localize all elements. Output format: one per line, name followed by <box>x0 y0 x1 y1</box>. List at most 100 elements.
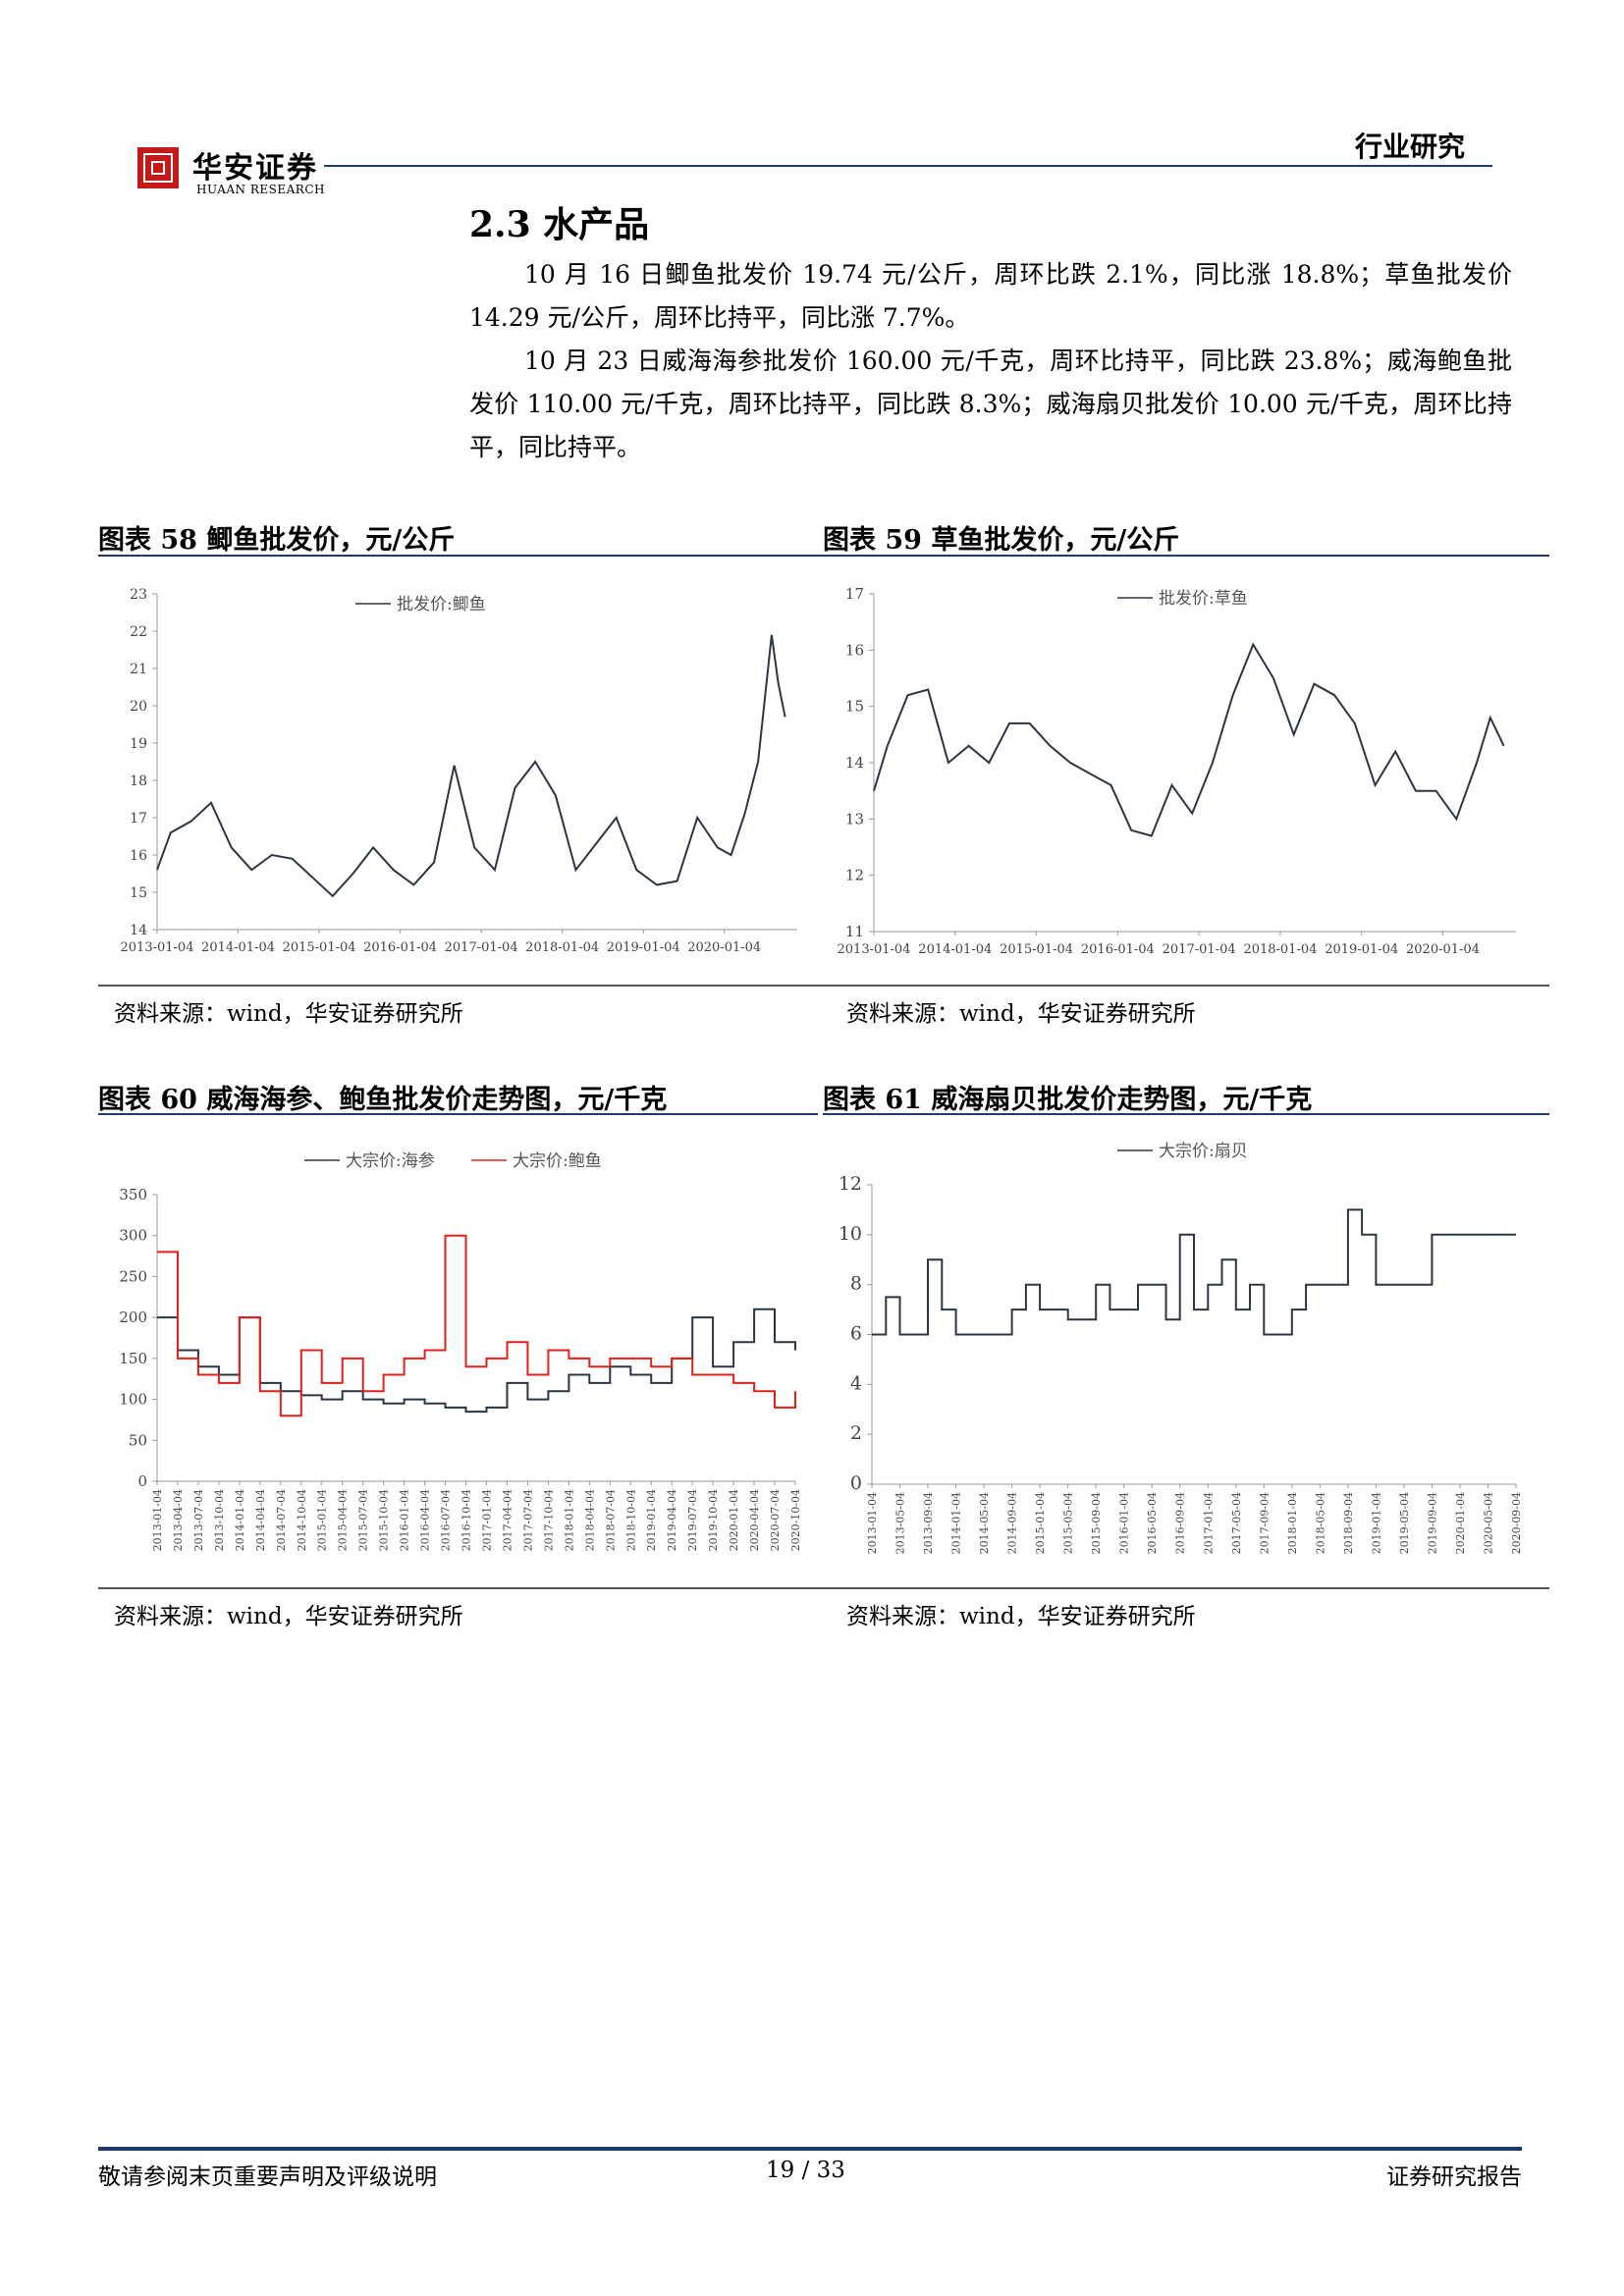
x-tick-label: 2017-04-04 <box>501 1489 514 1551</box>
y-tick-label: 13 <box>845 810 864 828</box>
x-tick-label: 2018-09-04 <box>1342 1492 1355 1554</box>
y-tick-label: 21 <box>130 662 147 677</box>
x-tick-label: 2019-01-04 <box>645 1489 658 1551</box>
x-tick-label: 2018-10-04 <box>624 1489 637 1551</box>
y-tick-label: 20 <box>130 699 147 715</box>
y-tick-label: 100 <box>119 1391 147 1409</box>
x-tick-label: 2014-04-04 <box>254 1489 267 1551</box>
y-tick-label: 350 <box>119 1186 147 1203</box>
figure-bottom-rule <box>98 985 1549 987</box>
figure-58-source: 资料来源：wind，华安证券研究所 <box>114 1001 463 1027</box>
figure-60-title: 图表 60 威海海参、鲍鱼批发价走势图，元/千克 <box>98 1085 668 1115</box>
legend-label: 大宗价:海参 <box>346 1151 435 1171</box>
x-tick-label: 2017-05-04 <box>1230 1492 1243 1554</box>
x-tick-label: 2016-05-04 <box>1146 1492 1159 1554</box>
series-line-0 <box>157 1308 796 1414</box>
y-tick-label: 17 <box>130 811 147 827</box>
x-tick-label: 2019-10-04 <box>707 1489 720 1551</box>
x-tick-label: 2016-01-04 <box>399 1489 411 1551</box>
header-section-label: 行业研究 <box>1355 131 1466 163</box>
x-tick-label: 2019-01-04 <box>1370 1492 1382 1554</box>
logo-chinese-name: 华安证券 <box>192 151 318 186</box>
x-tick-label: 2018-04-04 <box>583 1489 596 1551</box>
y-tick-label: 14 <box>845 754 864 772</box>
y-tick-label: 18 <box>130 774 147 789</box>
x-tick-label: 2020-01-04 <box>1454 1492 1467 1554</box>
x-tick-label: 2018-01-04 <box>525 940 599 955</box>
series-line-1 <box>157 1234 796 1417</box>
x-tick-label: 2016-09-04 <box>1174 1492 1187 1554</box>
x-tick-label: 2020-01-04 <box>728 1489 740 1551</box>
y-tick-label: 12 <box>845 867 864 884</box>
x-tick-label: 2013-01-04 <box>121 940 194 955</box>
y-tick-label: 11 <box>845 923 864 940</box>
y-tick-label: 2 <box>850 1422 862 1444</box>
y-tick-label: 0 <box>137 1472 147 1490</box>
y-tick-label: 10 <box>839 1223 862 1245</box>
figure-59-source: 资料来源：wind，华安证券研究所 <box>846 1001 1196 1027</box>
figure-61-source: 资料来源：wind，华安证券研究所 <box>846 1604 1196 1629</box>
x-tick-label: 2020-01-04 <box>1406 942 1480 957</box>
x-tick-label: 2017-01-04 <box>445 940 518 955</box>
x-tick-label: 2014-10-04 <box>296 1489 308 1551</box>
x-tick-label: 2015-01-04 <box>283 940 356 955</box>
x-tick-label: 2015-01-04 <box>1034 1492 1047 1554</box>
x-tick-label: 2014-01-04 <box>950 1492 963 1554</box>
footer-rule <box>98 2147 1522 2151</box>
x-tick-label: 2015-01-04 <box>316 1489 329 1551</box>
x-tick-label: 2014-01-04 <box>201 940 275 955</box>
x-tick-label: 2020-01-04 <box>687 940 761 955</box>
x-tick-label: 2015-01-04 <box>1000 942 1073 957</box>
series-line-0 <box>872 1208 1516 1336</box>
x-tick-label: 2019-09-04 <box>1426 1492 1438 1554</box>
x-tick-label: 2016-01-04 <box>363 940 437 955</box>
y-tick-label: 23 <box>130 587 147 603</box>
x-tick-label: 2017-01-04 <box>480 1489 493 1551</box>
y-tick-label: 8 <box>850 1273 862 1295</box>
x-tick-label: 2016-01-04 <box>1081 942 1155 957</box>
series-line-0 <box>873 642 1505 837</box>
paragraph-seafood-prices: 10 月 23 日威海海参批发价 160.00 元/千克，周环比持平，同比跌 2… <box>469 347 1512 461</box>
y-tick-label: 19 <box>130 736 147 752</box>
y-tick-label: 4 <box>850 1372 862 1394</box>
x-tick-label: 2013-01-04 <box>838 942 911 957</box>
y-tick-label: 300 <box>119 1227 147 1245</box>
y-tick-label: 200 <box>119 1308 147 1326</box>
y-tick-label: 15 <box>130 885 147 901</box>
x-tick-label: 2018-05-04 <box>1314 1492 1326 1554</box>
legend-label: 批发价:鲫鱼 <box>397 595 486 614</box>
x-tick-label: 2015-09-04 <box>1090 1492 1103 1554</box>
footer-report-type: 证券研究报告 <box>1386 2164 1522 2190</box>
figure-60-top-rule <box>98 1113 818 1115</box>
x-tick-label: 2013-09-04 <box>922 1492 935 1554</box>
x-tick-label: 2013-05-04 <box>894 1492 907 1554</box>
y-tick-label: 250 <box>119 1267 147 1285</box>
footer-disclaimer: 敬请参阅末页重要声明及评级说明 <box>98 2164 437 2190</box>
figure-bottom-rule-2 <box>98 1587 1549 1589</box>
x-tick-label: 2017-01-04 <box>1202 1492 1215 1554</box>
x-tick-label: 2014-01-04 <box>234 1489 246 1551</box>
figure-60-source: 资料来源：wind，华安证券研究所 <box>114 1604 463 1629</box>
x-tick-label: 2017-10-04 <box>542 1489 555 1551</box>
chart-crucian-carp-price: 14 15 16 17 18 19 20 21 22 23 2013-01-04 2014-01-04… <box>121 587 797 955</box>
figure-61-title: 图表 61 威海扇贝批发价走势图，元/千克 <box>823 1085 1313 1115</box>
x-tick-label: 2016-04-04 <box>419 1489 432 1551</box>
x-tick-label: 2018-01-04 <box>1243 942 1317 957</box>
x-tick-label: 2019-01-04 <box>1325 942 1398 957</box>
x-tick-label: 2013-07-04 <box>192 1489 205 1551</box>
section-title: 2.3 水产品 <box>469 204 650 245</box>
x-tick-label: 2020-09-04 <box>1510 1492 1523 1554</box>
series-line-0 <box>156 634 786 898</box>
x-tick-label: 2016-10-04 <box>460 1489 473 1551</box>
company-logo-icon <box>137 147 179 188</box>
y-tick-label: 12 <box>839 1173 862 1195</box>
figure-59-title: 图表 59 草鱼批发价，元/公斤 <box>823 525 1180 556</box>
logo-english-name: HUAAN RESEARCH <box>196 183 325 196</box>
x-tick-label: 2017-07-04 <box>521 1489 534 1551</box>
x-tick-label: 2015-10-04 <box>378 1489 391 1551</box>
x-tick-label: 2014-05-04 <box>978 1492 991 1554</box>
x-tick-label: 2019-07-04 <box>686 1489 699 1551</box>
chart-sea-cucumber-abalone-price: 0 50 100 150 200 250 300 350 2013-01-04 2013-04-0… <box>119 1151 802 1551</box>
y-tick-label: 150 <box>119 1350 147 1367</box>
legend-label: 大宗价:鲍鱼 <box>513 1151 602 1171</box>
